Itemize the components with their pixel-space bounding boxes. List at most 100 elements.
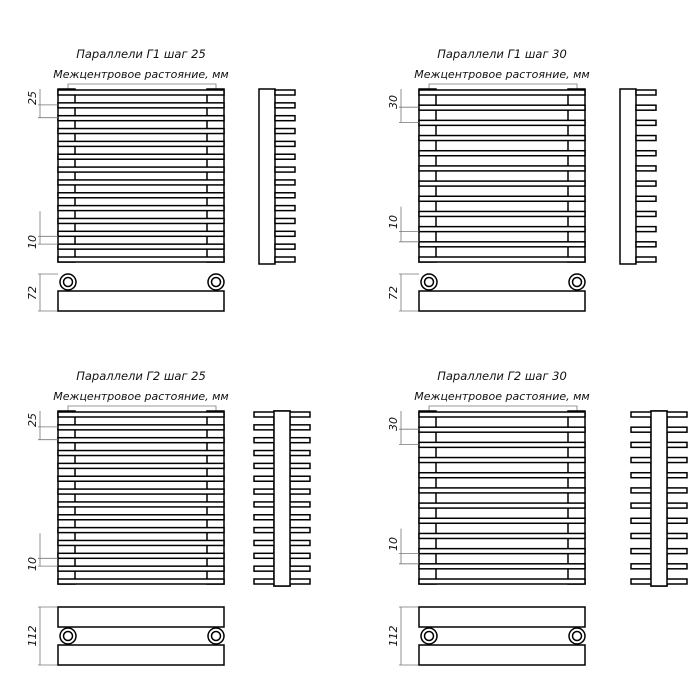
side-view-tube xyxy=(635,134,657,142)
panel-title: Параллели Г2 шаг 30 xyxy=(437,369,567,383)
radiator-tube xyxy=(418,195,586,203)
depth-dimension-line xyxy=(399,273,419,312)
right-collector xyxy=(567,410,586,585)
pitch-dimension: 25 xyxy=(26,91,39,105)
right-collector xyxy=(567,88,586,263)
bottom-view-body xyxy=(418,290,586,312)
radiator-tube xyxy=(418,256,586,263)
radiator-tube xyxy=(418,563,586,570)
gap-dimension: 10 xyxy=(387,215,400,229)
radiator-tube xyxy=(57,578,225,585)
depth-dimension: 112 xyxy=(387,626,400,647)
side-view-tube xyxy=(635,180,657,187)
gap-dimension-line xyxy=(38,211,58,245)
side-view-tube xyxy=(635,195,657,203)
radiator-tube xyxy=(418,225,586,233)
side-view-collector xyxy=(619,88,637,265)
radiator-tube xyxy=(57,243,225,250)
side-view-tube xyxy=(635,89,657,96)
depth-dimension: 72 xyxy=(387,286,400,300)
panel-title: Параллели Г1 шаг 25 xyxy=(76,47,206,61)
radiator-tube xyxy=(57,153,225,160)
radiator-tube xyxy=(57,127,225,135)
depth-dimension-line xyxy=(399,606,419,666)
pitch-dimension-line xyxy=(399,411,419,445)
panel-g1-step25: Параллели Г1 шаг 25 Межцентровое растоян… xyxy=(26,47,296,312)
pitch-dimension: 30 xyxy=(387,95,400,109)
radiator-tube xyxy=(418,578,586,585)
radiator-tube xyxy=(57,475,225,482)
depth-dimension: 72 xyxy=(26,286,39,300)
center-distance-label: Межцентровое растояние, мм xyxy=(53,68,228,81)
center-distance-dimension-line xyxy=(67,405,217,414)
center-distance-label: Межцентровое растояние, мм xyxy=(414,390,589,403)
center-distance-label: Межцентровое растояние, мм xyxy=(53,390,228,403)
connection-pipe-inner xyxy=(210,630,222,642)
radiator-tube xyxy=(57,179,225,186)
radiator-tube xyxy=(418,471,586,479)
radiator-tube xyxy=(57,565,225,572)
side-view-tube xyxy=(274,243,296,250)
radiator-tube xyxy=(418,456,586,464)
radiator-tube xyxy=(57,256,225,263)
panel-title: Параллели Г2 шаг 25 xyxy=(76,369,206,383)
side-view-tube xyxy=(635,241,657,248)
side-view-tube xyxy=(274,192,296,199)
side-view-collector xyxy=(258,88,276,265)
radiator-tube xyxy=(57,89,225,96)
center-distance-dimension-line xyxy=(428,83,578,92)
side-view-collector-front xyxy=(650,410,668,587)
side-view-collector-front xyxy=(273,410,291,587)
radiator-tube xyxy=(418,441,586,449)
radiator-tube xyxy=(418,426,586,433)
left-collector xyxy=(418,410,437,585)
radiator-tube xyxy=(418,532,586,540)
panel-g1-step30: Параллели Г1 шаг 30 Межцентровое растоян… xyxy=(387,47,657,312)
side-view-tube xyxy=(274,217,296,225)
depth-dimension: 112 xyxy=(26,626,39,647)
radiator-tube xyxy=(418,241,586,248)
gap-dimension: 10 xyxy=(26,557,39,571)
radiator-tube xyxy=(418,149,586,157)
side-view-tube xyxy=(274,140,296,148)
left-collector xyxy=(418,88,437,263)
radiator-tube xyxy=(57,140,225,148)
pitch-dimension: 25 xyxy=(26,413,39,427)
bottom-view-body-front xyxy=(418,606,586,628)
radiator-tube xyxy=(57,539,225,547)
gap-dimension-line xyxy=(399,206,419,243)
radiator-tube xyxy=(57,436,225,444)
connection-pipe-inner xyxy=(571,276,583,288)
side-view-tube xyxy=(635,119,657,127)
radiator-tube xyxy=(418,502,586,509)
radiator-tube xyxy=(57,204,225,212)
connection-pipe-inner xyxy=(62,276,74,288)
connection-pipe-inner xyxy=(210,276,222,288)
side-view-tube xyxy=(274,204,296,212)
depth-dimension-line xyxy=(38,273,58,312)
radiator-tube xyxy=(57,166,225,173)
side-view-tube xyxy=(274,256,296,263)
panel-g2-step25: Параллели Г2 шаг 25 Межцентровое растоян… xyxy=(26,369,311,666)
radiator-tube xyxy=(418,517,586,525)
bottom-view-body xyxy=(57,290,225,312)
radiator-tube xyxy=(57,192,225,199)
radiator-tube xyxy=(418,180,586,187)
radiator-tube xyxy=(418,134,586,142)
side-view-tube xyxy=(635,225,657,233)
pitch-dimension-line xyxy=(38,411,58,441)
center-distance-dimension-line xyxy=(428,405,578,414)
radiator-tube xyxy=(418,165,586,172)
bottom-view-body-front xyxy=(57,606,225,628)
side-view-tube xyxy=(274,102,296,109)
pitch-dimension-line xyxy=(38,89,58,119)
connection-pipe-inner xyxy=(423,630,435,642)
side-view-tube xyxy=(635,104,657,111)
side-view-tube xyxy=(635,256,657,263)
panel-title: Параллели Г1 шаг 30 xyxy=(437,47,567,61)
radiator-tube xyxy=(57,217,225,225)
radiator-tube xyxy=(57,230,225,238)
radiator-tube xyxy=(418,119,586,127)
side-view-tube xyxy=(274,153,296,160)
radiator-tube xyxy=(418,104,586,111)
